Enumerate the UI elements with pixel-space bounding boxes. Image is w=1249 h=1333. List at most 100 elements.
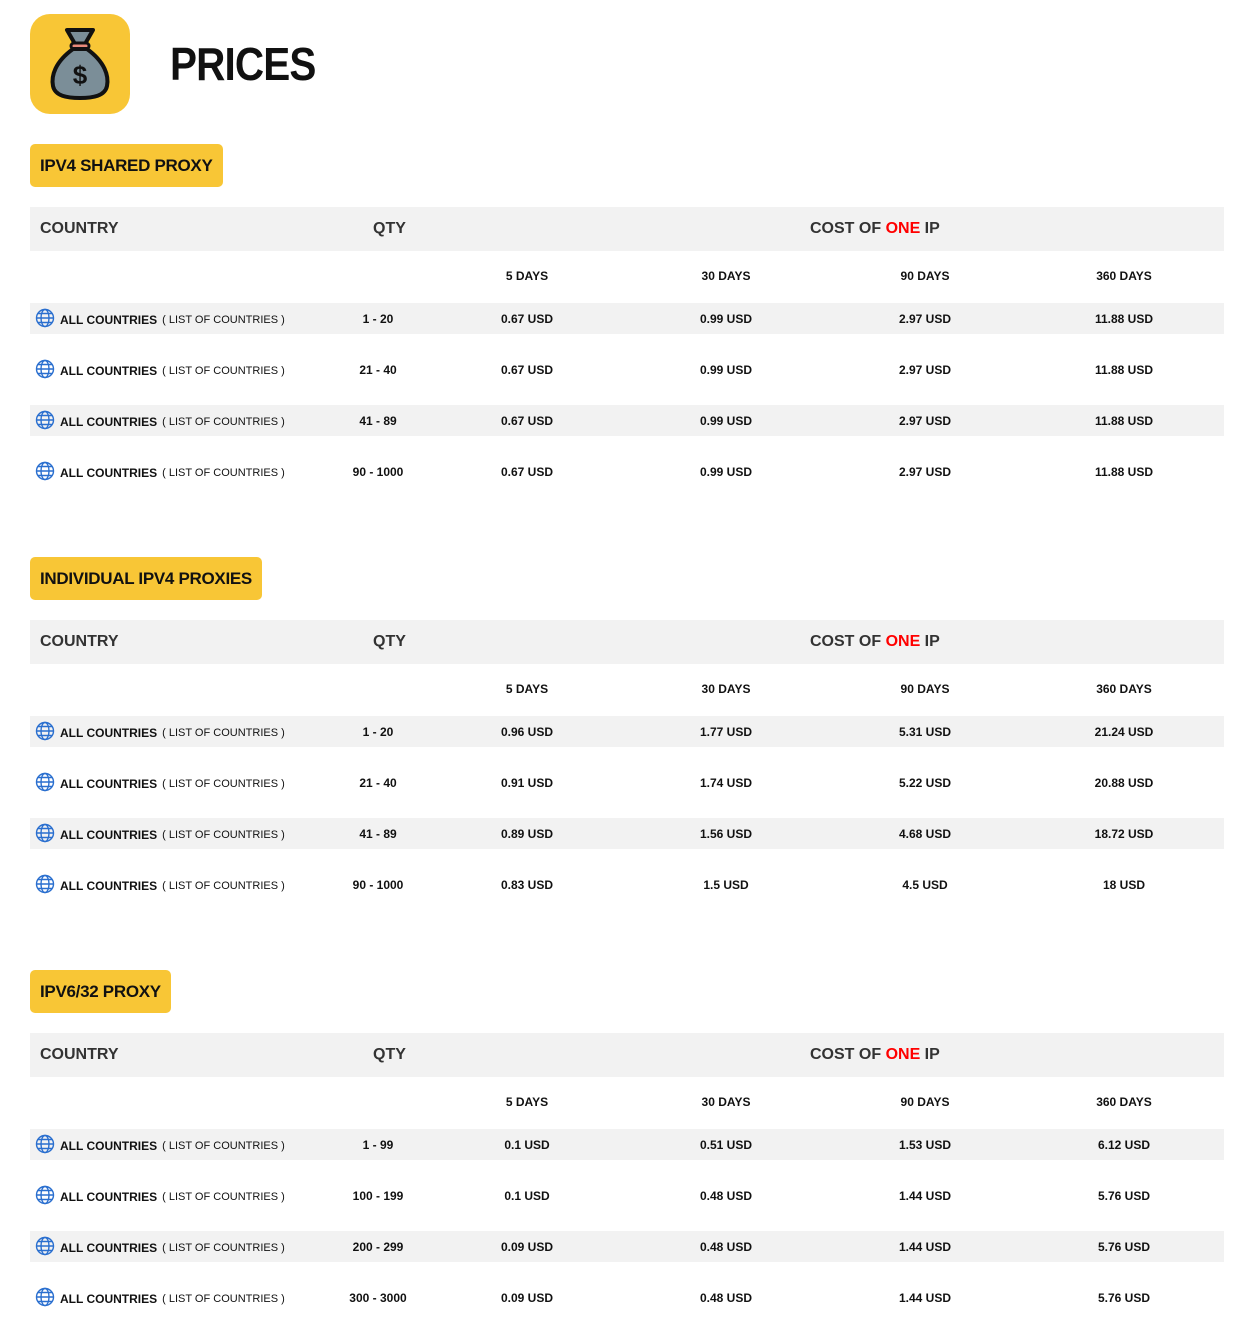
price-cell: 0.67 USD [500,465,554,479]
table-row: ALL COUNTRIES ( LIST OF COUNTRIES ) 90 - 1… [30,869,1224,900]
cost-label-suffix: IP [920,1046,940,1063]
period-header-row: 5 DAYS 30 DAYS 90 DAYS 360 DAYS [30,251,1224,303]
globe-icon [35,1134,55,1157]
price-cell: 1.56 USD [699,827,753,841]
country-name: ALL COUNTRIES [60,1189,158,1204]
price-cell: 2.97 USD [898,414,952,428]
price-cell: 1.44 USD [898,1240,952,1254]
period-header-row: 5 DAYS 30 DAYS 90 DAYS 360 DAYS [30,664,1224,716]
list-of-countries-link[interactable]: ( LIST OF COUNTRIES ) [162,1190,285,1203]
list-of-countries-link[interactable]: ( LIST OF COUNTRIES ) [162,364,285,377]
price-cell: 0.1 USD [504,1138,550,1152]
column-header-period: 360 DAYS [1096,269,1152,283]
country-cell: ALL COUNTRIES ( LIST OF COUNTRIES ) [35,308,285,331]
list-of-countries-link[interactable]: ( LIST OF COUNTRIES ) [162,313,285,326]
list-of-countries-link[interactable]: ( LIST OF COUNTRIES ) [162,1139,285,1152]
globe-icon [35,772,55,795]
list-of-countries-link[interactable]: ( LIST OF COUNTRIES ) [162,415,285,428]
column-header-qty: QTY [373,633,406,650]
list-of-countries-link[interactable]: ( LIST OF COUNTRIES ) [162,777,285,790]
price-cell: 11.88 USD [1094,312,1154,326]
price-cell: 2.97 USD [898,312,952,326]
column-header-period: 90 DAYS [900,269,950,283]
country-cell: ALL COUNTRIES ( LIST OF COUNTRIES ) [35,461,285,484]
price-cell: 11.88 USD [1094,414,1154,428]
globe-icon [35,874,55,897]
country-name: ALL COUNTRIES [60,414,158,429]
table-header: COUNTRY QTY COST OF ONE IP [30,1033,1224,1077]
country-cell: ALL COUNTRIES ( LIST OF COUNTRIES ) [35,359,285,382]
list-of-countries-link[interactable]: ( LIST OF COUNTRIES ) [162,828,285,841]
column-header-qty: QTY [373,1046,406,1063]
price-cell: 5.76 USD [1097,1240,1151,1254]
qty-cell: 90 - 1000 [352,465,404,479]
country-name: ALL COUNTRIES [60,1240,158,1255]
table-header: COUNTRY QTY COST OF ONE IP [30,207,1224,251]
country-name: ALL COUNTRIES [60,827,158,842]
column-header-period: 5 DAYS [505,269,549,283]
price-cell: 0.67 USD [500,363,554,377]
country-name: ALL COUNTRIES [60,363,158,378]
price-cell: 11.88 USD [1094,363,1154,377]
table-header: COUNTRY QTY COST OF ONE IP [30,620,1224,664]
price-cell: 6.12 USD [1097,1138,1151,1152]
cost-label: COST OF [810,220,886,237]
price-cell: 5.76 USD [1097,1291,1151,1305]
cost-label-suffix: IP [920,220,940,237]
column-header-country: COUNTRY [40,220,119,237]
price-cell: 0.09 USD [500,1291,554,1305]
country-name: ALL COUNTRIES [60,725,158,740]
globe-icon [35,1236,55,1259]
cost-highlight: ONE [885,1046,921,1063]
column-header-country: COUNTRY [40,633,119,650]
qty-cell: 300 - 3000 [349,1291,407,1305]
price-cell: 5.31 USD [898,725,952,739]
country-cell: ALL COUNTRIES ( LIST OF COUNTRIES ) [35,1287,285,1310]
country-name: ALL COUNTRIES [60,878,158,893]
price-cell: 0.67 USD [500,312,554,326]
price-cell: 2.97 USD [898,363,952,377]
price-cell: 18 USD [1102,878,1146,892]
country-name: ALL COUNTRIES [60,465,158,480]
price-cell: 20.88 USD [1094,776,1154,790]
country-cell: ALL COUNTRIES ( LIST OF COUNTRIES ) [35,410,285,433]
table-row: ALL COUNTRIES ( LIST OF COUNTRIES ) 41 - 8… [30,818,1224,849]
qty-cell: 21 - 40 [359,363,397,377]
price-cell: 1.77 USD [699,725,753,739]
country-cell: ALL COUNTRIES ( LIST OF COUNTRIES ) [35,721,285,744]
globe-icon [35,308,55,331]
qty-cell: 1 - 20 [362,725,394,739]
country-name: ALL COUNTRIES [60,312,158,327]
list-of-countries-link[interactable]: ( LIST OF COUNTRIES ) [162,1241,285,1254]
list-of-countries-link[interactable]: ( LIST OF COUNTRIES ) [162,466,285,479]
price-section: IPV4 SHARED PROXY COUNTRY QTY COST OF ON… [30,144,1224,507]
cost-label: COST OF [810,633,886,650]
price-cell: 0.67 USD [500,414,554,428]
list-of-countries-link[interactable]: ( LIST OF COUNTRIES ) [162,1292,285,1305]
page-title: PRICES [170,38,316,90]
price-cell: 0.99 USD [699,312,753,326]
price-cell: 4.5 USD [902,878,948,892]
price-cell: 0.99 USD [699,465,753,479]
price-cell: 11.88 USD [1094,465,1154,479]
cost-label: COST OF [810,1046,886,1063]
list-of-countries-link[interactable]: ( LIST OF COUNTRIES ) [162,726,285,739]
table-row: ALL COUNTRIES ( LIST OF COUNTRIES ) 21 - 4… [30,767,1224,798]
country-name: ALL COUNTRIES [60,1291,158,1306]
price-cell: 0.48 USD [699,1189,753,1203]
column-header-period: 30 DAYS [701,269,751,283]
cost-highlight: ONE [885,220,921,237]
price-cell: 1.53 USD [898,1138,952,1152]
qty-cell: 41 - 89 [359,414,397,428]
list-of-countries-link[interactable]: ( LIST OF COUNTRIES ) [162,879,285,892]
qty-cell: 200 - 299 [352,1240,404,1254]
price-cell: 0.09 USD [500,1240,554,1254]
column-header-cost: COST OF ONE IP [810,1046,940,1064]
price-cell: 0.48 USD [699,1240,753,1254]
section-title: INDIVIDUAL IPV4 PROXIES [30,557,262,600]
table-row: ALL COUNTRIES ( LIST OF COUNTRIES ) 100 - … [30,1180,1224,1211]
globe-icon [35,1287,55,1310]
table-row: ALL COUNTRIES ( LIST OF COUNTRIES ) 21 - 4… [30,354,1224,385]
price-cell: 0.83 USD [500,878,554,892]
page-header: $ PRICES [30,14,335,114]
